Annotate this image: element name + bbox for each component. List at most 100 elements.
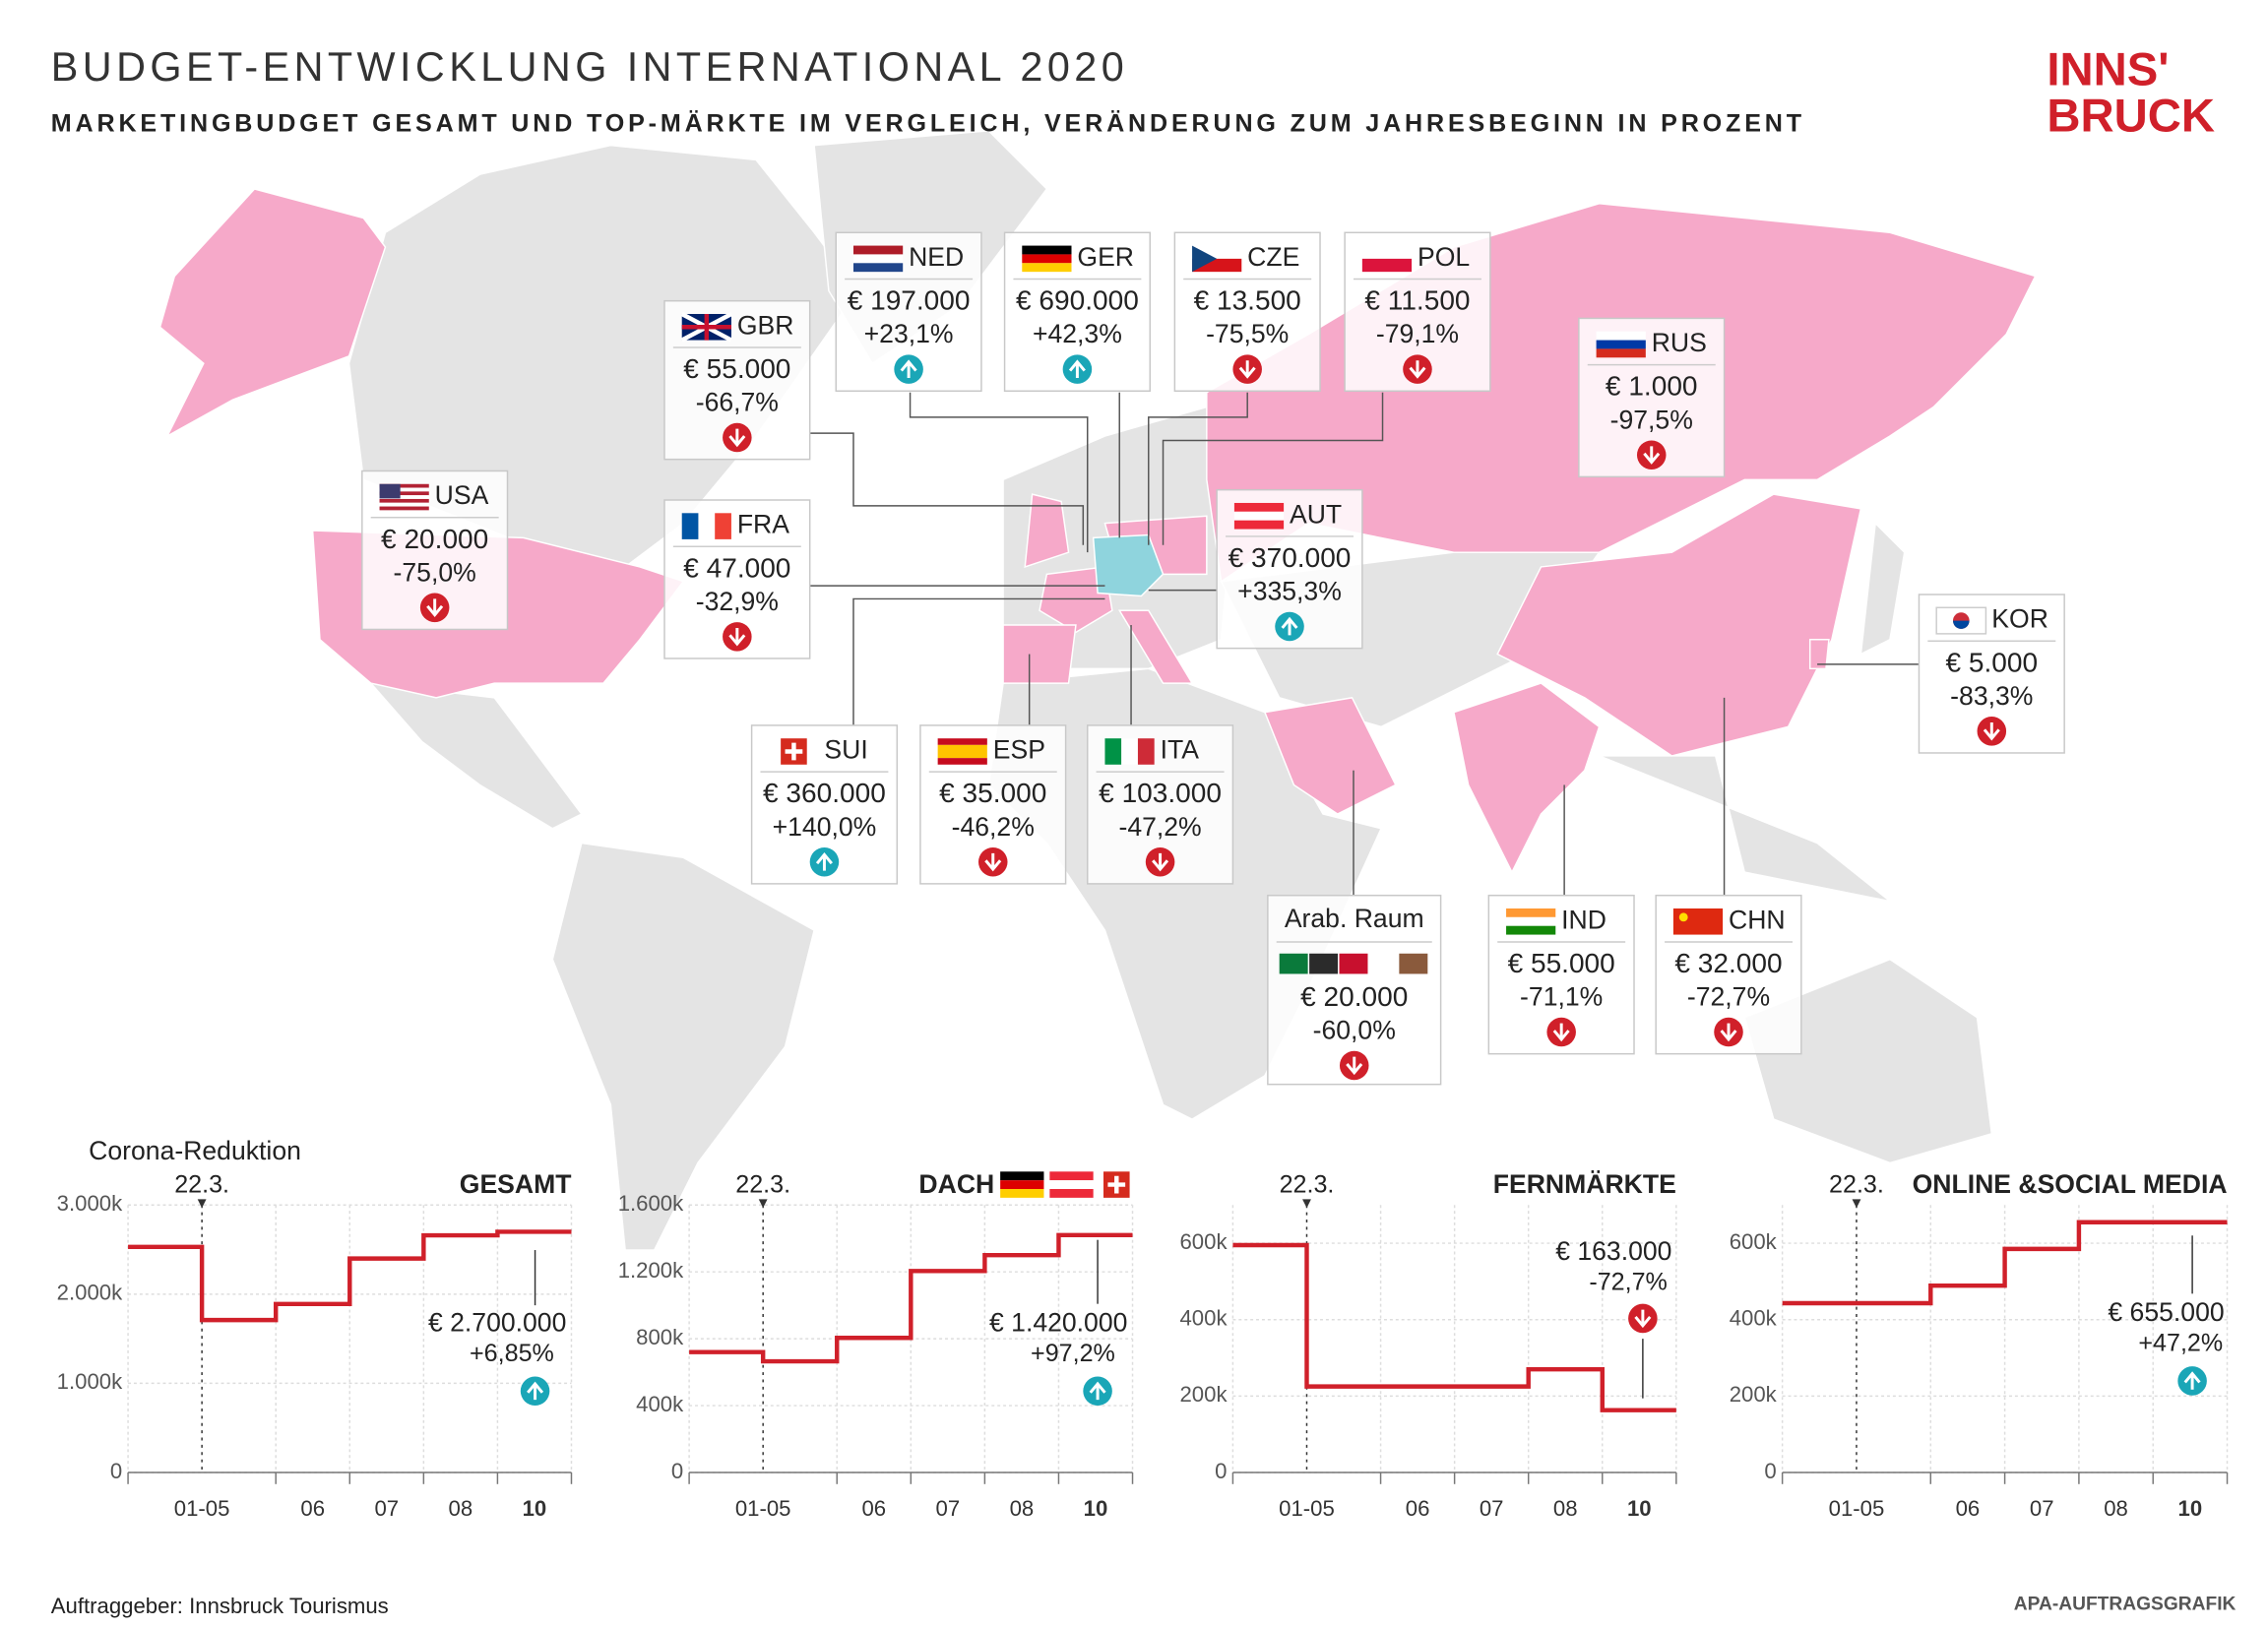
trend-arrow — [1983, 721, 2000, 741]
flag-part — [1672, 908, 1724, 935]
flag-part — [379, 498, 429, 503]
trend-arrow — [728, 428, 746, 448]
market-code: GER — [1077, 242, 1134, 272]
market-code: AUT — [1290, 499, 1342, 529]
flag-part — [1339, 953, 1368, 974]
flag-part — [1049, 1189, 1094, 1198]
flag-part — [1596, 331, 1646, 341]
flag-part — [1279, 953, 1308, 974]
x-tick-label: 07 — [2030, 1496, 2054, 1521]
logo: BRUCK — [2047, 91, 2215, 143]
market-change: +23,1% — [864, 319, 954, 348]
market-change: -79,1% — [1376, 319, 1459, 348]
market-change: -66,7% — [696, 388, 779, 417]
x-tick-label: 08 — [1010, 1496, 1035, 1521]
flag-part — [1104, 738, 1122, 765]
market-amount: € 5.000 — [1946, 647, 2039, 677]
market-code: RUS — [1652, 328, 1707, 357]
annotation-amount: € 1.420.000 — [989, 1307, 1127, 1337]
flag-part — [1361, 258, 1413, 273]
y-tick-label: 200k — [1179, 1382, 1228, 1407]
y-tick-label: 1.200k — [618, 1258, 684, 1283]
market-change: -71,1% — [1520, 982, 1603, 1012]
flag-part — [785, 742, 803, 761]
flag-part — [1192, 245, 1218, 273]
x-tick-label: 08 — [2104, 1496, 2128, 1521]
chart-subtitle: Corona-Reduktion — [89, 1136, 301, 1165]
trend-arrow — [1720, 1023, 1737, 1042]
market-code: KOR — [1991, 604, 2048, 634]
x-tick-label: 08 — [1553, 1496, 1578, 1521]
leader-line — [1162, 392, 1384, 545]
flag-part — [1361, 245, 1413, 259]
flag-part — [1678, 912, 1688, 922]
market-change: -60,0% — [1313, 1016, 1396, 1045]
trend-arrow — [1281, 616, 1298, 636]
annotation-change: +97,2% — [1031, 1340, 1115, 1367]
marker-label: 22.3. — [1280, 1171, 1335, 1199]
flag-part — [1022, 254, 1072, 264]
y-tick-label: 2.000k — [57, 1281, 123, 1305]
step-line — [1782, 1220, 2228, 1306]
market-amount: € 32.000 — [1674, 948, 1782, 978]
footer-credit: APA-AUFTRAGSGRAFIK — [2014, 1594, 2236, 1614]
flag-part — [1121, 738, 1138, 765]
market-change: -75,0% — [394, 557, 476, 587]
trend-arrow — [1409, 360, 1426, 379]
chart-title: ONLINE &SOCIAL MEDIA — [1913, 1169, 2228, 1199]
flag-part — [1233, 502, 1285, 512]
flag-part — [937, 744, 987, 752]
flag-part — [1022, 245, 1072, 255]
market-amount: € 20.000 — [1300, 981, 1408, 1012]
trend-arrow — [728, 627, 746, 647]
trend-arrow — [1068, 359, 1086, 378]
market-code: CHN — [1729, 905, 1786, 934]
marker-arrow — [1852, 1199, 1861, 1209]
y-tick-label: 0 — [1764, 1459, 1776, 1483]
flag-part — [1952, 620, 1970, 629]
y-tick-label: 1.000k — [57, 1369, 123, 1394]
flag-part — [937, 738, 987, 745]
trend-arrow — [984, 852, 1002, 872]
chart-title: DACH — [918, 1169, 994, 1199]
flag-part — [681, 313, 731, 341]
flag-part — [852, 254, 904, 264]
flag-part — [1049, 1180, 1094, 1190]
y-tick-label: 400k — [636, 1392, 684, 1416]
flag-part — [852, 245, 904, 255]
flag-part — [1309, 953, 1339, 974]
market-change: -75,5% — [1206, 319, 1289, 348]
flag-part — [1596, 340, 1646, 349]
flag-part — [1506, 916, 1556, 926]
flag-part — [1107, 1175, 1126, 1194]
trend-arrow — [1634, 1309, 1652, 1329]
x-tick-label: 10 — [2178, 1496, 2203, 1521]
market-change: -47,2% — [1118, 812, 1201, 842]
market-code: NED — [909, 242, 964, 272]
x-tick-label: 06 — [1956, 1496, 1981, 1521]
flag-part — [681, 513, 699, 539]
market-amount: € 370.000 — [1228, 542, 1352, 573]
x-tick-label: 10 — [1084, 1496, 1108, 1521]
step-line — [128, 1229, 572, 1323]
step-line — [689, 1232, 1133, 1364]
market-amount: € 103.000 — [1099, 778, 1222, 808]
flag-part — [1233, 511, 1285, 521]
market-code: GBR — [737, 310, 794, 340]
trend-arrow — [527, 1381, 544, 1401]
trend-arrow — [1643, 446, 1661, 465]
y-tick-label: 600k — [1179, 1229, 1228, 1254]
y-tick-label: 800k — [636, 1325, 684, 1349]
market-amount: € 13.500 — [1194, 285, 1301, 316]
flag-part — [1506, 925, 1556, 935]
trend-arrow — [815, 852, 833, 871]
x-tick-label: 10 — [1627, 1496, 1652, 1521]
flag-part — [1935, 606, 1987, 635]
trend-arrow — [1152, 852, 1169, 872]
y-tick-label: 0 — [1215, 1459, 1227, 1483]
market-amount: € 47.000 — [683, 552, 790, 583]
market-code: ESP — [993, 735, 1045, 765]
x-tick-label: 10 — [523, 1496, 547, 1521]
marker-label: 22.3. — [174, 1171, 229, 1199]
